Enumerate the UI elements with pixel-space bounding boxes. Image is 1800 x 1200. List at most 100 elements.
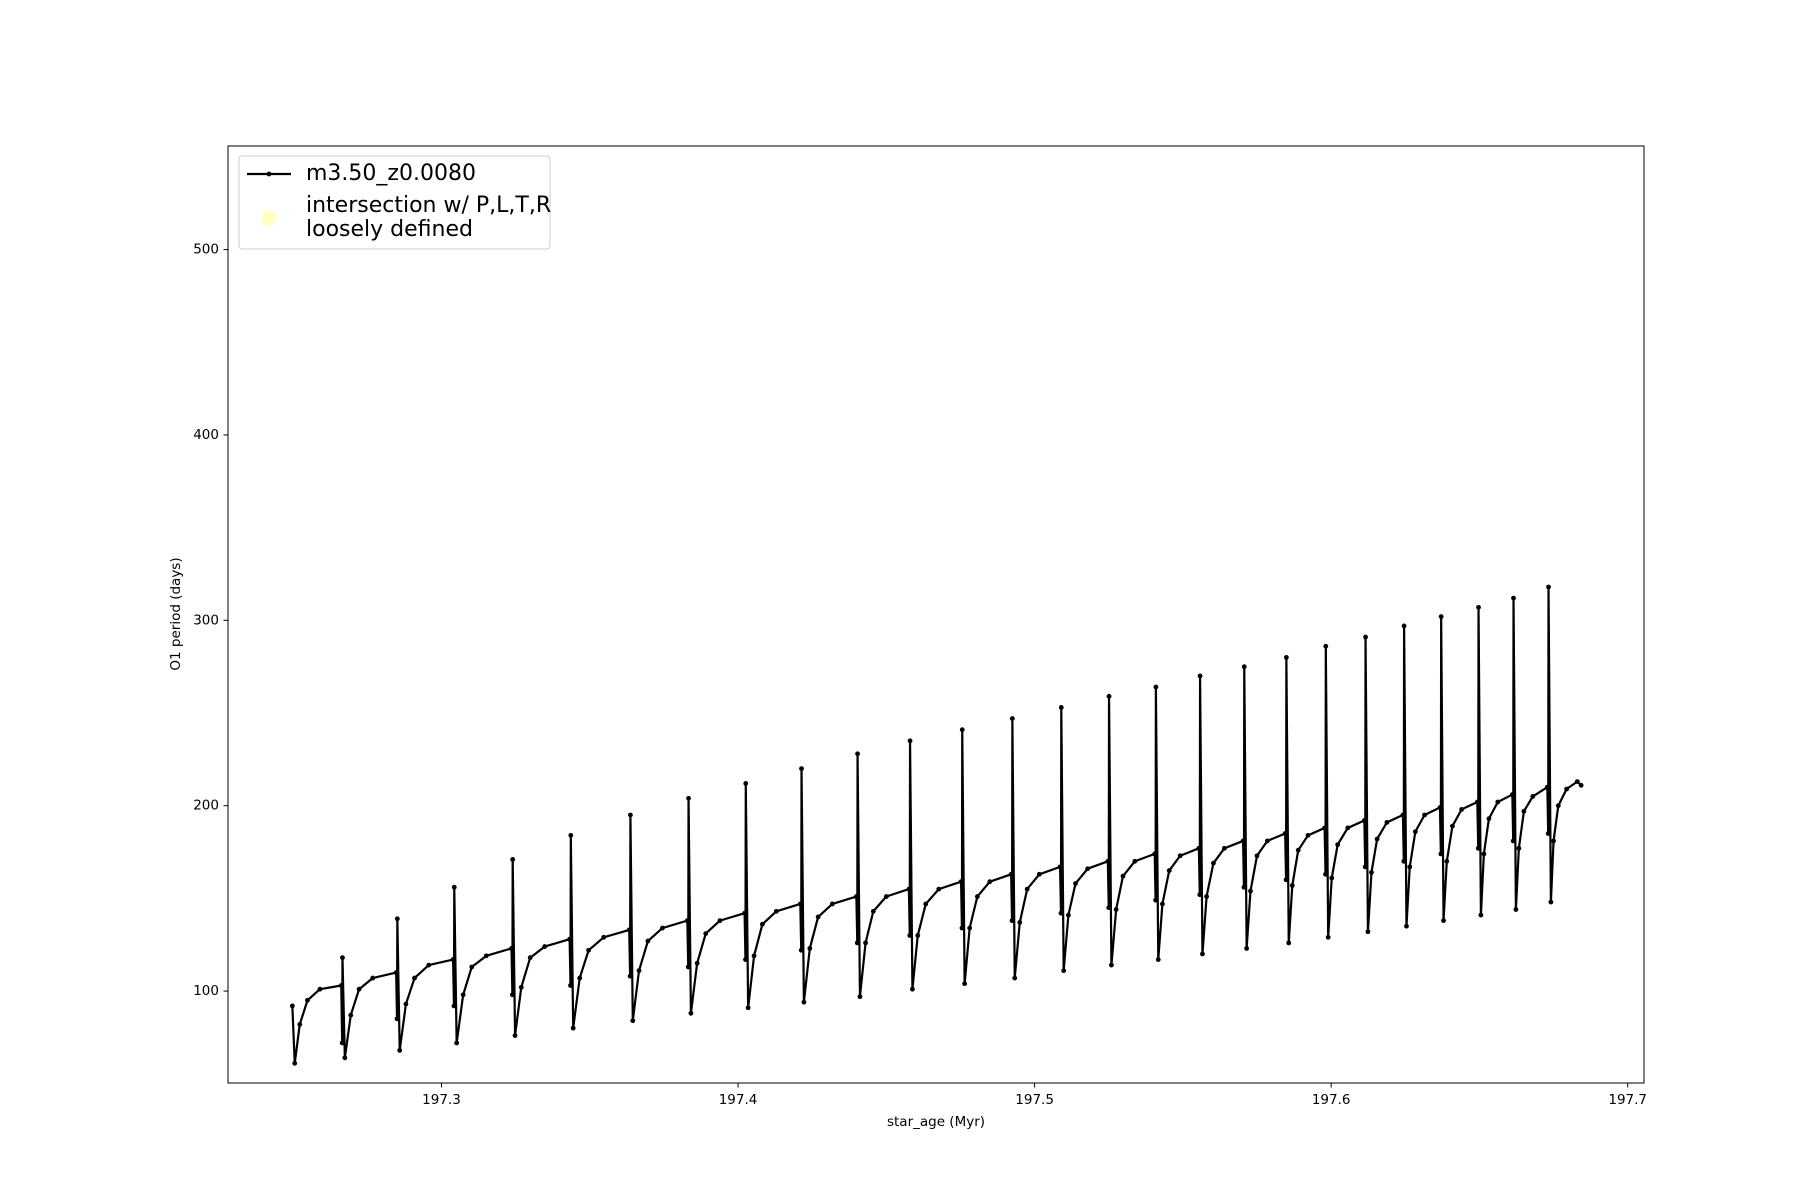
data-point: [1305, 832, 1311, 838]
data-point: [1221, 845, 1227, 851]
data-point: [1155, 957, 1161, 962]
y-tick-label: 200: [193, 798, 219, 814]
data-point: [686, 795, 691, 801]
y-axis-label: O1 period (days): [168, 557, 184, 670]
data-point: [1476, 604, 1481, 610]
data-point: [1544, 784, 1550, 790]
data-point: [601, 934, 607, 940]
data-point: [1530, 794, 1536, 799]
data-point: [815, 914, 821, 920]
data-point: [1286, 940, 1292, 946]
data-point: [1412, 829, 1418, 835]
data-point: [1511, 595, 1516, 601]
data-point: [403, 1001, 409, 1007]
data-point: [1513, 907, 1519, 912]
data-point: [1017, 920, 1023, 925]
data-point: [958, 879, 964, 885]
data-point: [1061, 968, 1067, 974]
data-point: [759, 921, 765, 927]
data-point: [1404, 923, 1409, 929]
data-point: [509, 992, 515, 998]
data-point: [1478, 912, 1484, 918]
data-point: [1283, 655, 1289, 660]
data-point: [1106, 693, 1112, 699]
data-point: [745, 1005, 751, 1011]
data-point: [628, 812, 633, 818]
legend-box: [238, 155, 551, 250]
y-tick-label: 400: [193, 427, 219, 443]
data-point: [1289, 883, 1295, 888]
legend-label-line: intersection w/ P,L,T,R: [306, 193, 551, 218]
data-point: [1384, 819, 1390, 825]
data-point: [910, 986, 915, 992]
data-point: [586, 947, 591, 953]
data-point: [1444, 858, 1450, 864]
data-point: [1197, 892, 1203, 898]
data-point: [567, 936, 573, 942]
data-point: [742, 910, 747, 916]
legend-label: m3.50_z0.0080: [306, 161, 476, 186]
data-point: [974, 894, 980, 899]
data-point: [394, 916, 400, 922]
data-point: [393, 970, 399, 975]
data-point: [1241, 884, 1247, 890]
data-point: [1177, 853, 1183, 859]
data-point: [454, 1040, 460, 1046]
data-point: [1200, 951, 1205, 957]
data-point: [855, 751, 860, 757]
data-point: [568, 832, 574, 838]
data-point: [743, 781, 749, 786]
data-point: [305, 997, 310, 1003]
data-point: [870, 908, 876, 914]
data-point: [936, 886, 942, 892]
data-point: [426, 962, 432, 968]
data-point: [1057, 864, 1063, 870]
data-point: [703, 931, 709, 936]
data-point: [694, 960, 700, 966]
legend-swatch-marker: [266, 171, 272, 177]
x-tick-label: 197.7: [1608, 1092, 1647, 1108]
data-point: [1264, 838, 1270, 844]
data-point: [1058, 910, 1064, 916]
data-point: [626, 927, 632, 933]
legend: m3.50_z0.0080 intersection w/ P,L,T,R loos…: [238, 155, 551, 250]
data-point: [1555, 803, 1561, 809]
data-point: [451, 884, 457, 890]
data-point: [1152, 851, 1158, 857]
legend-swatch: [261, 210, 277, 226]
data-point: [1401, 858, 1407, 864]
data-point: [1160, 901, 1165, 907]
data-point: [1323, 643, 1329, 649]
data-point: [412, 975, 417, 981]
data-point: [1363, 634, 1368, 640]
data-point: [348, 1012, 354, 1018]
data-point: [370, 975, 376, 981]
data-point: [1441, 918, 1446, 924]
x-tick-label: 197.6: [1312, 1092, 1351, 1108]
y-tick-label: 100: [193, 983, 219, 999]
data-point: [1546, 584, 1551, 590]
data-point: [1374, 836, 1380, 842]
data-point: [959, 727, 965, 733]
data-point: [394, 1016, 400, 1022]
data-point: [967, 925, 973, 931]
data-point: [1574, 779, 1580, 785]
data-point: [512, 1033, 518, 1038]
data-point: [1438, 851, 1444, 857]
data-point: [807, 946, 813, 951]
data-point: [1241, 664, 1247, 670]
data-point: [469, 964, 475, 970]
data-point: [798, 947, 804, 953]
data-point: [688, 1010, 694, 1016]
data-point: [907, 738, 913, 744]
data-point: [340, 955, 345, 961]
data-point: [542, 944, 548, 949]
data-point: [854, 940, 860, 946]
data-point: [773, 908, 779, 914]
data-point: [1109, 962, 1114, 968]
data-point: [636, 968, 642, 974]
data-point: [1196, 845, 1202, 851]
data-point: [1211, 860, 1216, 866]
data-point: [751, 953, 757, 959]
